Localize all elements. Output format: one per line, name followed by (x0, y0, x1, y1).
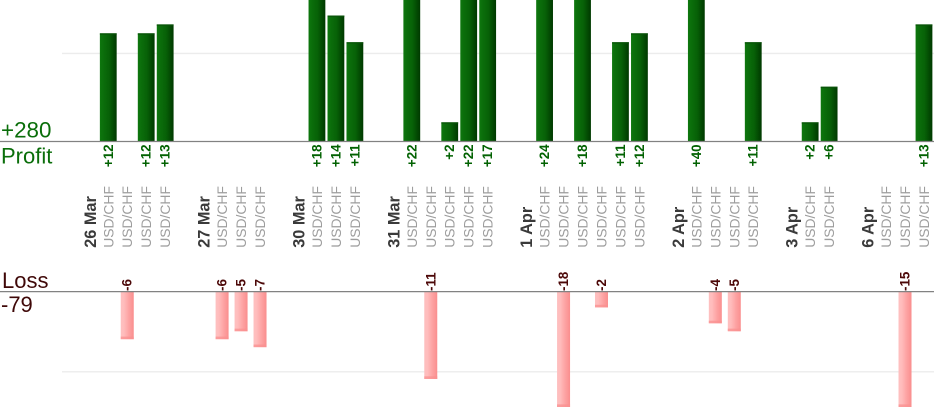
svg-text:+11: +11 (347, 144, 362, 167)
svg-text:Loss: Loss (2, 268, 48, 293)
svg-text:USD/CHF: USD/CHF (878, 186, 894, 248)
svg-text:26 Mar: 26 Mar (82, 196, 100, 248)
svg-text:USD/CHF: USD/CHF (575, 186, 591, 248)
svg-text:1 Apr: 1 Apr (518, 206, 536, 248)
svg-text:+11: +11 (746, 144, 761, 167)
svg-text:Profit: Profit (1, 143, 52, 168)
svg-text:USD/CHF: USD/CHF (347, 186, 363, 248)
svg-text:+22: +22 (404, 144, 419, 167)
svg-text:30 Mar: 30 Mar (290, 196, 308, 248)
svg-text:USD/CHF: USD/CHF (726, 186, 742, 248)
svg-text:USD/CHF: USD/CHF (631, 186, 647, 248)
svg-text:USD/CHF: USD/CHF (745, 186, 761, 248)
svg-text:+280: +280 (1, 117, 51, 142)
svg-text:+17: +17 (480, 144, 495, 167)
svg-text:-6: -6 (120, 279, 135, 291)
svg-text:-6: -6 (215, 279, 230, 291)
svg-text:USD/CHF: USD/CHF (707, 186, 723, 248)
svg-text:+12: +12 (101, 144, 116, 167)
svg-text:3 Apr: 3 Apr (784, 206, 802, 248)
svg-text:-18: -18 (556, 271, 571, 291)
svg-text:+12: +12 (632, 144, 647, 167)
svg-text:+6: +6 (822, 144, 837, 159)
svg-text:USD/CHF: USD/CHF (821, 186, 837, 248)
svg-text:USD/CHF: USD/CHF (688, 186, 704, 248)
svg-text:USD/CHF: USD/CHF (897, 186, 913, 248)
svg-text:-5: -5 (234, 279, 249, 291)
svg-text:-11: -11 (423, 272, 438, 291)
svg-text:USD/CHF: USD/CHF (423, 186, 439, 248)
svg-text:USD/CHF: USD/CHF (157, 186, 173, 248)
svg-text:USD/CHF: USD/CHF (252, 186, 268, 248)
svg-text:+24: +24 (537, 144, 552, 167)
svg-text:USD/CHF: USD/CHF (328, 186, 344, 248)
svg-text:USD/CHF: USD/CHF (916, 186, 932, 248)
svg-text:USD/CHF: USD/CHF (480, 186, 496, 248)
svg-text:USD/CHF: USD/CHF (556, 186, 572, 248)
svg-text:6 Apr: 6 Apr (860, 206, 878, 248)
svg-text:+13: +13 (158, 144, 173, 167)
svg-text:USD/CHF: USD/CHF (442, 186, 458, 248)
svg-text:+12: +12 (139, 144, 154, 167)
svg-text:+13: +13 (916, 144, 931, 167)
svg-text:+22: +22 (461, 144, 476, 167)
svg-text:31 Mar: 31 Mar (385, 196, 403, 248)
svg-text:2 Apr: 2 Apr (670, 206, 688, 248)
svg-text:+2: +2 (803, 144, 818, 159)
svg-text:USD/CHF: USD/CHF (119, 186, 135, 248)
svg-text:-5: -5 (727, 279, 742, 291)
svg-text:USD/CHF: USD/CHF (100, 186, 116, 248)
svg-text:+14: +14 (328, 144, 343, 167)
svg-text:USD/CHF: USD/CHF (802, 186, 818, 248)
svg-text:-15: -15 (898, 271, 913, 291)
svg-text:27 Mar: 27 Mar (196, 196, 214, 248)
svg-text:USD/CHF: USD/CHF (593, 186, 609, 248)
svg-text:-7: -7 (253, 279, 268, 291)
svg-text:USD/CHF: USD/CHF (612, 186, 628, 248)
svg-text:USD/CHF: USD/CHF (233, 186, 249, 248)
svg-text:USD/CHF: USD/CHF (404, 186, 420, 248)
svg-text:+18: +18 (309, 144, 324, 167)
svg-text:+18: +18 (575, 144, 590, 167)
svg-text:USD/CHF: USD/CHF (537, 186, 553, 248)
svg-text:+2: +2 (442, 144, 457, 159)
svg-text:-79: -79 (1, 292, 33, 317)
svg-text:-4: -4 (708, 279, 723, 291)
svg-text:USD/CHF: USD/CHF (138, 186, 154, 248)
svg-text:+40: +40 (689, 144, 704, 167)
svg-text:USD/CHF: USD/CHF (214, 186, 230, 248)
svg-text:+11: +11 (613, 144, 628, 167)
svg-text:USD/CHF: USD/CHF (461, 186, 477, 248)
svg-text:USD/CHF: USD/CHF (309, 186, 325, 248)
svg-text:-2: -2 (594, 279, 609, 291)
